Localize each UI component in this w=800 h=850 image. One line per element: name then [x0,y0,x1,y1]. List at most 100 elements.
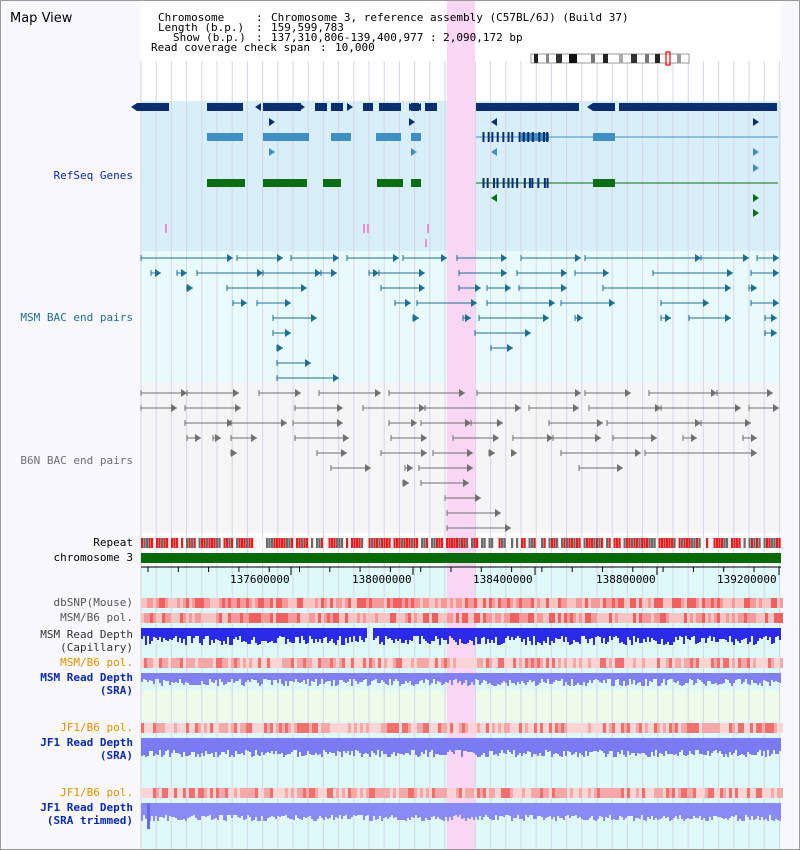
msm-capillary-depth-bar [449,628,451,636]
jf1-b6-pol-heat-cell [399,723,402,733]
msm-sra-depth-bar [231,673,233,679]
jf1-trim-depth-bar [403,803,405,820]
jf1-trim-depth-bar [281,803,283,816]
msm-b6-pol-sra-heat-cell [543,658,546,668]
msm-sra-depth-bar [197,673,199,685]
gene-exon [377,179,403,187]
jf1-b6-pol-trim-heat-cell [615,788,618,798]
jf1-b6-pol-heat-cell [624,723,627,733]
msm-b6-pol-heat-cell [309,613,312,623]
jf1-b6-pol-heat-cell [432,723,435,733]
jf1-trim-depth-bar [309,803,311,816]
msm-b6-pol-heat-cell [519,613,522,623]
msm-sra-depth-bar [301,673,303,682]
dbsnp-heat-cell [762,598,765,608]
jf1-trim-depth-bar [689,803,691,819]
repeat-mark [676,538,679,548]
jf1-trim-depth-bar [395,803,397,817]
track-label-b6n-bac[interactable]: B6N BAC end pairs [20,454,133,467]
jf1-b6-pol-heat-cell [699,723,702,733]
jf1-sra-depth-bar [609,738,611,751]
msm-b6-pol-heat-cell [693,613,696,623]
track-label-msm-depth-capillary[interactable]: MSM Read Depth [40,628,133,641]
track-label-msm-b6-pol-1[interactable]: MSM/B6 pol. [60,611,133,624]
msm-capillary-depth-bar [591,628,593,638]
track-label-msm-b6-pol-2[interactable]: MSM/B6 pol. [60,656,133,669]
track-label-jf1-depth-trimmed[interactable]: JF1 Read Depth [40,801,133,814]
jf1-b6-pol-trim-heat-cell [654,788,657,798]
msm-capillary-depth-bar [757,628,759,641]
track-label-dbsnp[interactable]: dbSNP(Mouse) [53,596,133,609]
jf1-sra-depth-bar [317,738,319,755]
msm-b6-pol-sra-heat-cell [690,658,693,668]
msm-sra-depth-bar [705,673,707,686]
msm-capillary-depth-bar [279,628,281,636]
dbsnp-heat-cell [441,598,444,608]
track-label-jf1-b6-pol-2[interactable]: JF1/B6 pol. [60,786,133,799]
jf1-trim-depth-bar [297,803,299,818]
track-label-jf1-depth-sra[interactable]: JF1 Read Depth [40,736,133,749]
msm-b6-pol-sra-heat-cell [582,658,585,668]
dbsnp-heat-cell [600,598,603,608]
track-label-jf1-b6-pol-1[interactable]: JF1/B6 pol. [60,721,133,734]
jf1-sra-depth-bar [637,738,639,753]
msm-sra-depth-bar [289,673,291,681]
jf1-sra-depth-bar [739,738,741,755]
dbsnp-heat-cell [546,598,549,608]
msm-b6-pol-heat-cell [753,613,756,623]
gene-exon-tick [518,132,521,142]
track-label-chromosome[interactable]: chromosome 3 [53,551,133,564]
jf1-b6-pol-trim-heat-cell [744,788,747,798]
gene-strand-arrow [415,103,421,111]
msm-b6-pol-sra-heat-cell [597,658,600,668]
msm-b6-pol-heat-cell [510,613,513,623]
msm-capillary-depth-bar [453,628,455,640]
jf1-sra-depth-bar [397,738,399,753]
jf1-sra-depth-bar [235,738,237,751]
bac-end-arrow [507,344,513,352]
msm-sra-depth-bar [737,673,739,679]
msm-capillary-depth-bar [261,628,263,641]
dbsnp-heat-cell [774,598,777,608]
jf1-b6-pol-heat-cell [552,723,555,733]
bac-end-arrow [547,434,553,442]
jf1-b6-pol-heat-cell [540,723,543,733]
track-label-refseq-genes[interactable]: RefSeq Genes [53,169,133,182]
msm-b6-pol-heat-cell [516,613,519,623]
msm-b6-pol-heat-cell [555,613,558,623]
msm-b6-pol-heat-cell [741,613,744,623]
gene-strand-arrow [321,103,327,111]
jf1-b6-pol-heat-cell [213,723,216,733]
msm-capillary-depth-bar [361,628,363,640]
jf1-sra-depth-bar [701,738,703,754]
jf1-trim-depth-bar [261,803,263,816]
chromosome-bar [141,553,781,563]
jf1-b6-pol-heat-cell [243,723,246,733]
jf1-trim-depth-bar [217,803,219,820]
jf1-trim-depth-bar [565,803,567,816]
msm-b6-pol-sra-heat-cell [621,658,624,668]
jf1-sra-depth-bar [663,738,665,756]
jf1-trim-depth-bar [631,803,633,816]
msm-sra-depth-bar [715,673,717,683]
msm-b6-pol-heat-cell [396,613,399,623]
msm-sra-depth-bar [499,673,501,685]
track-label-msm-depth-sra[interactable]: MSM Read Depth [40,671,133,684]
jf1-sra-depth-bar [757,738,759,752]
dbsnp-heat-cell [216,598,219,608]
gene-exon [207,133,243,141]
jf1-b6-pol-trim-heat-cell [192,788,195,798]
jf1-sra-depth-bar [373,738,375,753]
jf1-trim-depth-bar [607,803,609,818]
gene-strand-arrow [753,164,759,172]
jf1-b6-pol-heat-cell [492,723,495,733]
jf1-b6-pol-trim-heat-cell [186,788,189,798]
track-label-msm-bac[interactable]: MSM BAC end pairs [20,311,133,324]
msm-b6-pol-sra-heat-cell [279,658,282,668]
jf1-b6-pol-trim-heat-cell [324,788,327,798]
track-label-repeat[interactable]: Repeat [93,536,133,549]
bac-end-arrow [235,404,241,412]
jf1-trim-depth-bar [243,803,245,820]
repeat-mark [596,538,599,548]
